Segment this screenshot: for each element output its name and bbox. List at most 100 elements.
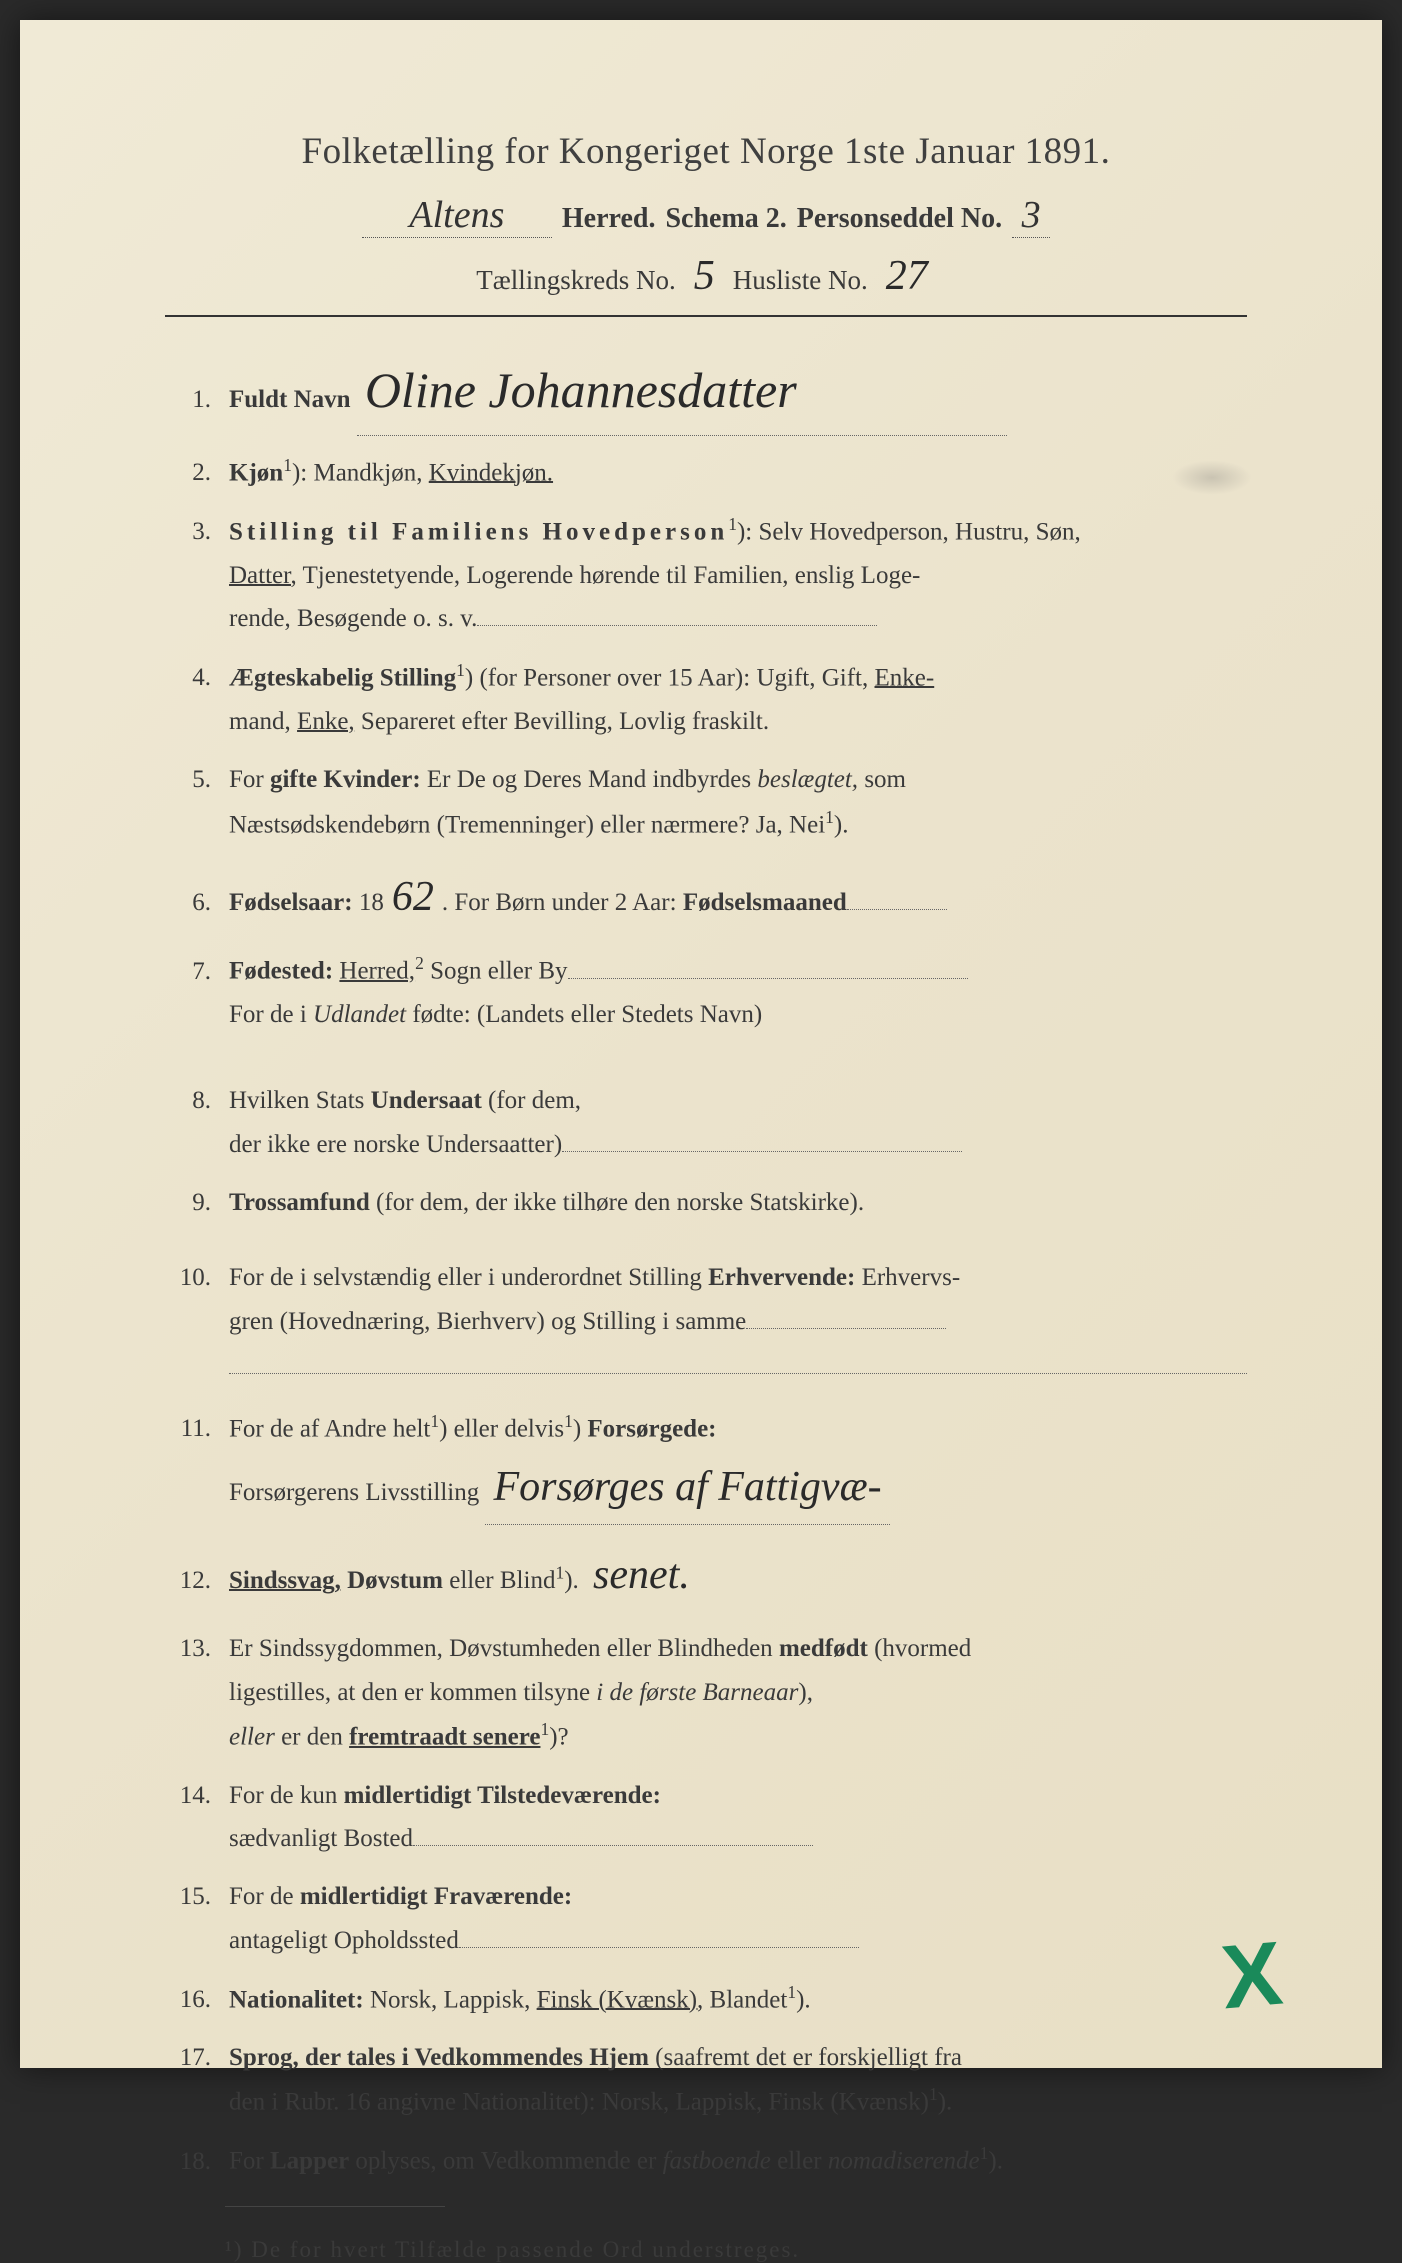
smudge-mark	[1172, 460, 1252, 495]
herred-label: Herred.	[562, 203, 656, 235]
q11-hand: Forsørges af Fattigvæ-	[485, 1451, 889, 1526]
q10-line2: gren (Hovednæring, Bierhverv) og Stillin…	[229, 1308, 746, 1335]
item-13: 13. Er Sindssygdommen, Døvstumheden elle…	[165, 1627, 1247, 1760]
content-7: Fødested: Herred,2 Sogn eller By For de …	[229, 948, 1247, 1037]
q14-line2: sædvanligt Bosted	[229, 1825, 413, 1852]
content-8: Hvilken Stats Undersaat (for dem, der ik…	[229, 1079, 1247, 1167]
item-7: 7. Fødested: Herred,2 Sogn eller By For …	[165, 948, 1247, 1037]
num-16: 16.	[165, 1978, 211, 2022]
q13-c: (hvormed	[874, 1635, 971, 1662]
content-11: For de af Andre helt1) eller delvis1) Fo…	[229, 1406, 1247, 1526]
q6-label: Fødselsaar:	[229, 889, 353, 916]
tk-label: Tællingskreds No.	[476, 265, 676, 296]
content-1: Fuldt Navn Oline Johannesdatter	[229, 347, 1247, 436]
num-15: 15.	[165, 1875, 211, 1919]
q7-line2: For de i	[229, 1001, 307, 1028]
q6-b: Fødselsmaaned	[683, 889, 847, 916]
q8-line2: der ikke ere norske Undersaatter)	[229, 1131, 562, 1158]
num-9: 9.	[165, 1181, 211, 1225]
husliste-label: Husliste No.	[733, 265, 868, 296]
q13-b: medfødt	[779, 1635, 868, 1662]
item-16: 16. Nationalitet: Norsk, Lappisk, Finsk …	[165, 1977, 1247, 2022]
q15-a: For de	[229, 1883, 294, 1910]
content-16: Nationalitet: Norsk, Lappisk, Finsk (Kvæ…	[229, 1977, 1247, 2022]
q13-line2a: ligestilles, at den er kommen tilsyne	[229, 1679, 590, 1706]
content-9: Trossamfund (for dem, der ikke tilhøre d…	[229, 1181, 1247, 1225]
footnote-rule	[225, 2206, 445, 2207]
content-6: Fødselsaar: 1862. For Børn under 2 Aar: …	[229, 861, 1247, 935]
q1-label: Fuldt Navn	[229, 386, 351, 413]
q10-a: For de i selvstændig eller i underordnet…	[229, 1264, 702, 1291]
q16-a: Nationalitet:	[229, 1986, 364, 2013]
q3-line3: rende, Besøgende o. s. v.	[229, 605, 477, 632]
q6-rest: . For Børn under 2 Aar:	[442, 889, 677, 916]
herred-handwritten: Altens	[362, 193, 552, 238]
q2-selected: Kvindekjøn.	[429, 459, 553, 486]
q18-a: For	[229, 2148, 264, 2175]
content-12: Sindssvag, Døvstum eller Blind1). senet.	[229, 1539, 1247, 1613]
tk-no: 5	[686, 252, 723, 300]
q5-e: som	[864, 766, 906, 793]
q17-line2: den i Rubr. 16 angivne Nationalitet): No…	[229, 2089, 929, 2116]
schema-label: Schema 2.	[665, 203, 786, 235]
footnote: ¹) De for hvert Tilfælde passende Ord un…	[225, 2237, 1247, 2263]
q6-hand: 62	[384, 861, 442, 935]
item-1: 1. Fuldt Navn Oline Johannesdatter	[165, 347, 1247, 436]
num-5: 5.	[165, 758, 211, 802]
q7-line2r: fødte: (Landets eller Stedets Navn)	[412, 1001, 762, 1028]
item-11: 11. For de af Andre helt1) eller delvis1…	[165, 1406, 1247, 1526]
q18-f: nomadiserende	[828, 2148, 980, 2175]
q7-label: Fødested:	[229, 958, 333, 985]
q13-line3a: eller	[229, 1724, 275, 1751]
header-row-1: Altens Herred. Schema 2. Personseddel No…	[165, 193, 1247, 238]
content-15: For de midlertidigt Fraværende: antageli…	[229, 1875, 1247, 1963]
q4-line2a: mand,	[229, 708, 291, 735]
q3-label: Stilling til Familiens Hovedperson	[229, 518, 728, 545]
content-13: Er Sindssygdommen, Døvstumheden eller Bl…	[229, 1627, 1247, 1760]
item-15: 15. For de midlertidigt Fraværende: anta…	[165, 1875, 1247, 1963]
q4-line2b: Separeret efter Bevilling, Lovlig fraski…	[361, 708, 769, 735]
num-2: 2.	[165, 451, 211, 495]
q12-c: eller Blind	[449, 1567, 555, 1594]
q7-line2i: Udlandet	[313, 1001, 406, 1028]
q4-label: Ægteskabelig Stilling	[229, 664, 456, 691]
q5-d: beslægtet,	[757, 766, 858, 793]
num-3: 3.	[165, 510, 211, 554]
content-14: For de kun midlertidigt Tilstedeværende:…	[229, 1774, 1247, 1862]
q4-opts1: Ugift, Gift,	[756, 664, 868, 691]
q11-c: Forsørgede:	[587, 1415, 716, 1442]
q13-line2b: ),	[798, 1679, 813, 1706]
q7-sel: Herred,	[339, 958, 415, 985]
q11-hand2: senet.	[585, 1539, 698, 1613]
item-9: 9. Trossamfund (for dem, der ikke tilhør…	[165, 1181, 1247, 1225]
q4-paren: (for Personer over 15 Aar):	[479, 664, 750, 691]
item-4: 4. Ægteskabelig Stilling1) (for Personer…	[165, 655, 1247, 744]
q18-d: fastboende	[663, 2148, 771, 2175]
num-8: 8.	[165, 1079, 211, 1123]
q6-prefix: 18	[359, 889, 384, 916]
q15-line2: antageligt Opholdssted	[229, 1927, 459, 1954]
q5-b: gifte Kvinder:	[270, 766, 421, 793]
q18-c: oplyses, om Vedkommende er	[355, 2148, 656, 2175]
q1-value: Oline Johannesdatter	[357, 347, 1007, 436]
content-17: Sprog, der tales i Vedkommendes Hjem (sa…	[229, 2036, 1247, 2125]
q13-line3b: er den	[281, 1724, 343, 1751]
num-11: 11.	[165, 1407, 211, 1451]
item-14: 14. For de kun midlertidigt Tilstedevære…	[165, 1774, 1247, 1862]
personseddel-no: 3	[1012, 193, 1050, 238]
q14-b: midlertidigt Tilstedeværende:	[344, 1782, 661, 1809]
personseddel-label: Personseddel No.	[797, 203, 1002, 235]
item-5: 5. For gifte Kvinder: Er De og Deres Man…	[165, 758, 1247, 847]
num-13: 13.	[165, 1627, 211, 1671]
content-18: For Lapper oplyses, om Vedkommende er fa…	[229, 2138, 1247, 2183]
content-5: For gifte Kvinder: Er De og Deres Mand i…	[229, 758, 1247, 847]
q3-selected: Datter,	[229, 562, 297, 589]
num-7: 7.	[165, 950, 211, 994]
num-1: 1.	[165, 378, 211, 422]
q12-a: Sindssvag,	[229, 1567, 341, 1594]
q10-c: Erhvervs-	[862, 1264, 961, 1291]
divider-rule	[165, 315, 1247, 317]
item-2: 2. Kjøn1): Mandkjøn, Kvindekjøn.	[165, 450, 1247, 495]
q16-sel: Finsk (Kvænsk),	[537, 1986, 704, 2013]
q5-c: Er De og Deres Mand indbyrdes	[427, 766, 751, 793]
